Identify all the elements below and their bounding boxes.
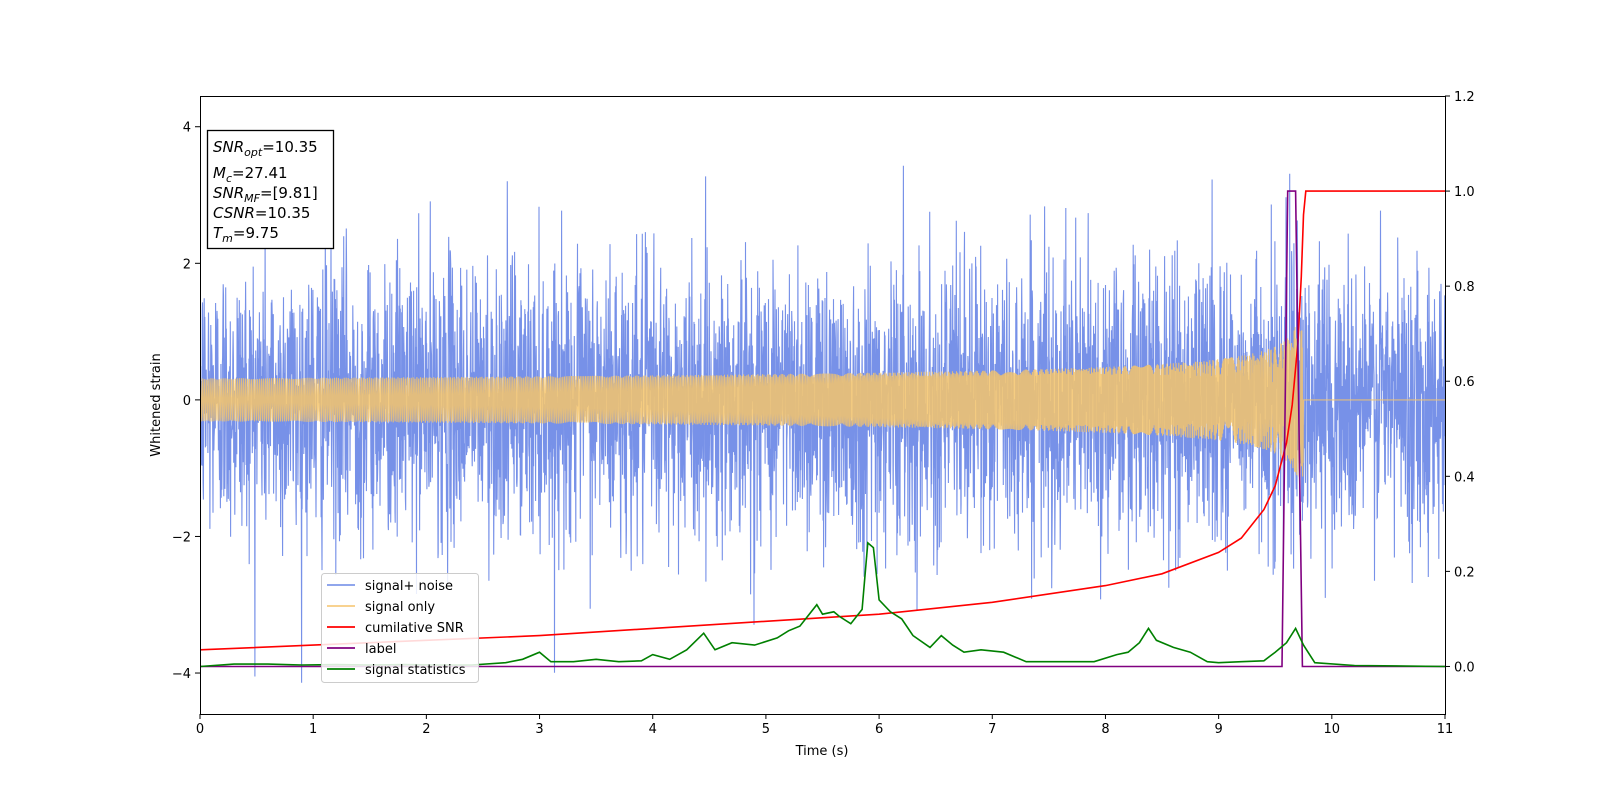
x-axis-title: Time (s)	[795, 744, 849, 759]
x-tick-label: 8	[1101, 722, 1109, 737]
y-tick-label: 2	[183, 257, 191, 272]
annotation-line: Tm=9.75	[213, 224, 279, 245]
x-tick-label: 0	[196, 722, 204, 737]
legend-signal-noise-label: signal+ noise	[365, 579, 453, 594]
axes-frame	[200, 96, 1446, 715]
series-signal-statistics	[200, 541, 1445, 668]
y2-tick-label: 0.6	[1454, 375, 1475, 390]
x-tick-label: 1	[309, 722, 317, 737]
y2-tick-label: 0.4	[1454, 470, 1475, 485]
legend-signal-statistics-label: signal statistics	[365, 663, 466, 678]
y-tick-label: 4	[183, 121, 191, 136]
series-label	[200, 190, 1445, 668]
y2-tick-label: 0.2	[1454, 565, 1475, 580]
x-tick-label: 5	[762, 722, 770, 737]
x-tick-label: 10	[1324, 722, 1341, 737]
annotation-box: SNRopt=10.35 Mc=27.41SNRMF=[9.81]CSNR=10.…	[206, 129, 335, 250]
annotation-line: SNRMF=[9.81]	[213, 184, 318, 205]
legend-signal-only-label: signal only	[365, 600, 435, 615]
x-tick-label: 4	[649, 722, 657, 737]
legend: signal+ noise signal only cumilative SNR la…	[321, 573, 479, 683]
y-tick-label: −2	[172, 530, 191, 545]
y-axis-title: Whitened strain	[149, 353, 164, 456]
y2-tick-label: 1.2	[1454, 90, 1475, 105]
y2-tick-label: 0.0	[1454, 660, 1475, 675]
y-tick-label: −4	[172, 667, 191, 682]
series-cumulative-snr	[200, 190, 1445, 651]
y-tick-label: 0	[183, 394, 191, 409]
series-signal-only	[200, 327, 1445, 478]
x-tick-label: 7	[988, 722, 996, 737]
axes: 0 1 2 3 4 5 6 7 8 9 10 11 4 2 0 −2 −4 1.2 1.0 0.8 0.6 0.4 0.2 0…	[172, 90, 1475, 737]
annotation-line: Mc=27.41	[213, 164, 288, 185]
plot-area	[200, 165, 1445, 683]
annotation-lines: SNRopt=10.35 Mc=27.41SNRMF=[9.81]CSNR=10.…	[213, 138, 318, 245]
legend-cumulative-snr-label: cumilative SNR	[365, 621, 464, 636]
x-tick-label: 3	[535, 722, 543, 737]
annotation-line: SNRopt=10.35	[213, 138, 318, 159]
legend-items: signal+ noise signal only cumilative SNR la…	[327, 579, 466, 678]
legend-label-label: label	[365, 642, 396, 657]
x-tick-label: 2	[422, 722, 430, 737]
y2-tick-label: 0.8	[1454, 280, 1475, 295]
x-tick-label: 11	[1437, 722, 1454, 737]
annotation-frame	[206, 129, 335, 250]
y2-tick-label: 1.0	[1454, 185, 1475, 200]
x-tick-label: 6	[875, 722, 883, 737]
annotation-line: CSNR=10.35	[213, 204, 310, 222]
x-tick-label: 9	[1214, 722, 1222, 737]
legend-frame	[321, 573, 479, 683]
